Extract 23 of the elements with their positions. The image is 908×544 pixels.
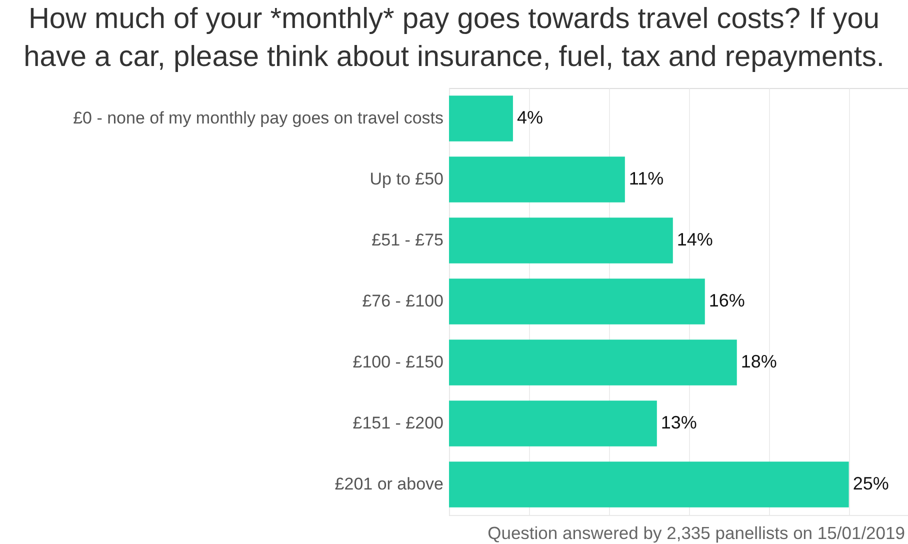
y-tick-label: £201 or above <box>334 474 444 494</box>
data-label: 18% <box>740 352 777 372</box>
y-tick-label: £100 - £150 <box>352 352 444 372</box>
chart-title: How much of your *monthly* pay goes towards travel costs? If you have a car, please think about insurance, fuel, tax and repayments. <box>24 3 884 73</box>
y-tick-label: £51 - £75 <box>372 230 444 250</box>
data-label: 25% <box>852 474 889 494</box>
bar <box>449 278 705 324</box>
data-label: 11% <box>628 168 664 188</box>
y-tick-label: Up to £50 <box>370 170 444 188</box>
bar <box>449 156 625 202</box>
bar <box>449 340 737 386</box>
y-tick-label: £76 - £100 <box>362 292 444 310</box>
data-label: 14% <box>676 230 713 250</box>
bar <box>449 400 657 446</box>
y-tick-label: £151 - £200 <box>352 414 444 432</box>
y-tick-label: £0 - none of my monthly pay goes on travel costs <box>73 108 444 128</box>
data-label: 13% <box>660 412 697 432</box>
bar <box>449 462 849 508</box>
data-label: 4% <box>516 108 543 128</box>
bar <box>449 96 513 142</box>
data-label: 16% <box>708 290 745 310</box>
bar <box>449 218 673 264</box>
text: Question answered by 2,335 panellists on 15/01/2019 <box>488 523 905 543</box>
